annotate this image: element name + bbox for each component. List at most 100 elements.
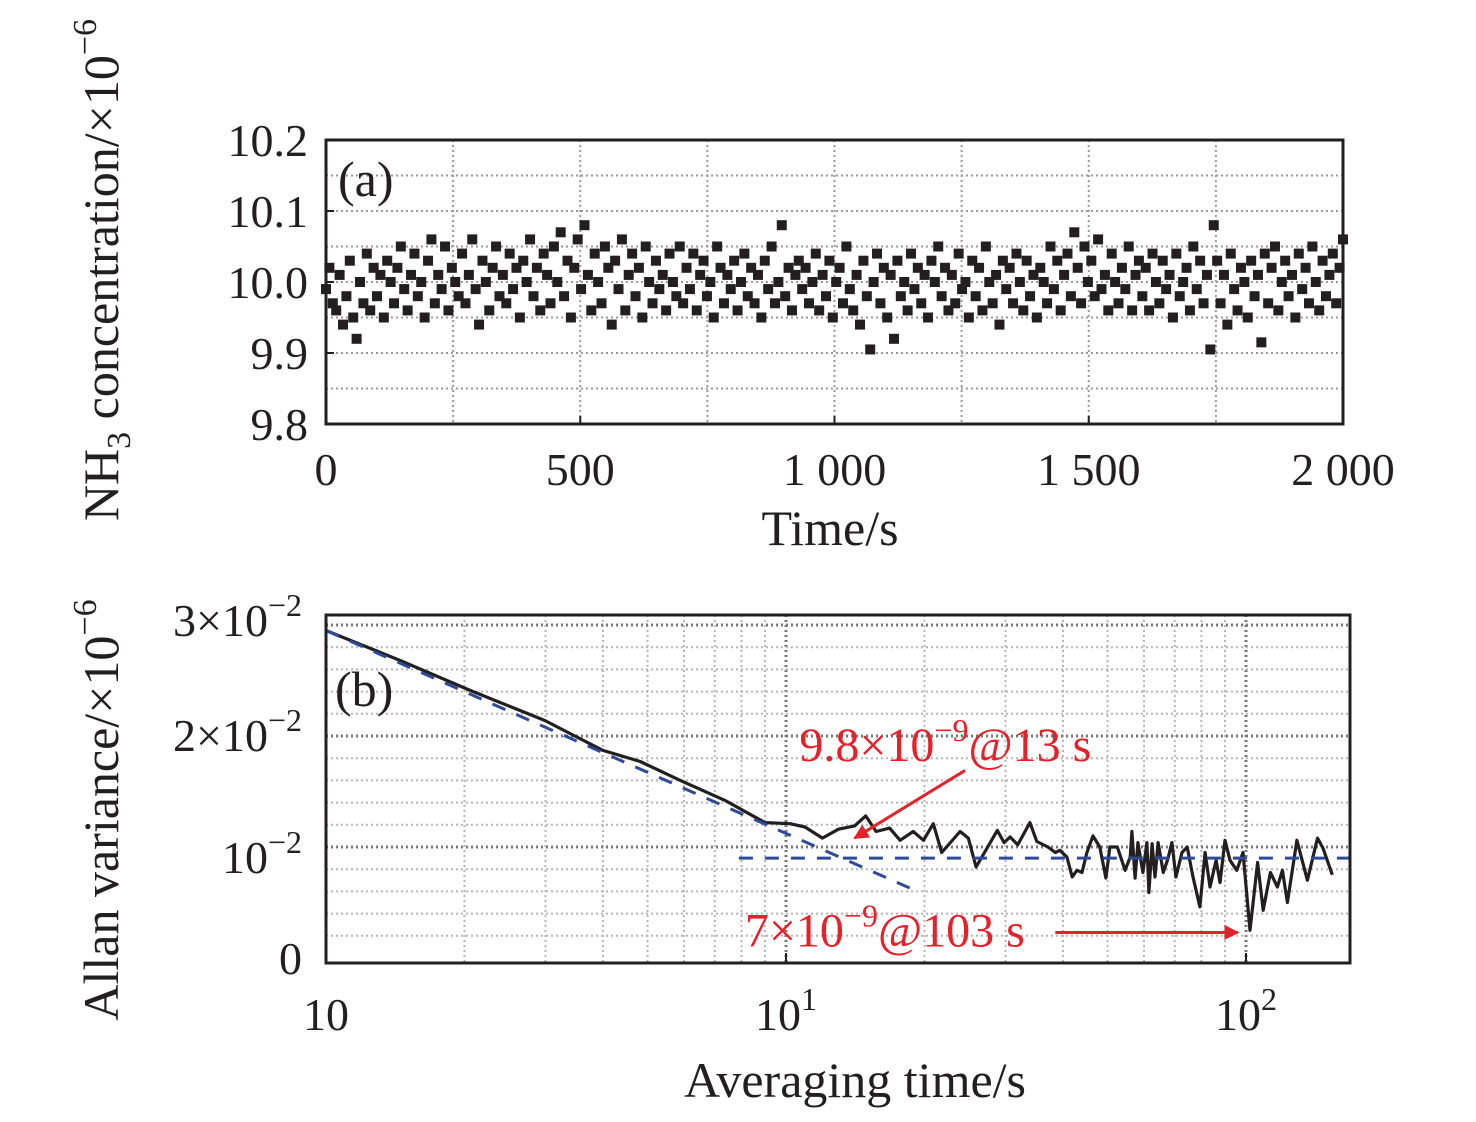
data-point: [1072, 262, 1083, 273]
data-point: [1028, 269, 1039, 280]
data-point: [382, 255, 393, 266]
allan-variance-line: [325, 629, 1334, 932]
data-point: [810, 248, 821, 259]
data-point: [929, 277, 940, 287]
data-point: [1290, 312, 1301, 323]
data-point: [841, 241, 852, 252]
data-point: [1137, 291, 1148, 302]
data-point: [630, 291, 641, 302]
tick-base: 10: [222, 832, 268, 883]
data-point: [1123, 241, 1134, 252]
data-point: [426, 234, 437, 245]
data-point: [1235, 262, 1246, 273]
data-point: [1038, 277, 1049, 287]
data-point: [783, 262, 794, 273]
data-point: [712, 241, 723, 252]
data-point: [1303, 298, 1314, 309]
data-point: [334, 269, 345, 280]
data-point: [1252, 269, 1263, 280]
data-point: [1191, 284, 1202, 295]
data-point: [1154, 298, 1165, 309]
data-point: [715, 262, 726, 273]
data-point: [977, 305, 988, 316]
tick-base: 10: [303, 989, 349, 1040]
data-point: [800, 262, 811, 273]
data-point: [1229, 284, 1240, 295]
data-point: [559, 291, 570, 302]
tick-base: 3×10: [173, 595, 268, 646]
data-point: [1062, 248, 1073, 259]
data-point: [933, 241, 944, 252]
data-point: [440, 241, 451, 252]
data-point: [542, 269, 553, 280]
data-point: [885, 269, 896, 280]
data-point: [678, 298, 689, 309]
data-point: [1093, 234, 1104, 245]
data-point: [793, 255, 804, 266]
data-point: [327, 298, 338, 309]
data-point: [1031, 312, 1042, 323]
data-point: [827, 312, 838, 323]
y-tick-label: 10.0: [228, 257, 309, 308]
data-point: [633, 262, 644, 273]
data-point: [1246, 255, 1257, 266]
x-tick-label: 0: [315, 444, 338, 495]
data-point: [1222, 319, 1233, 330]
data-point: [994, 319, 1005, 330]
data-point: [1001, 284, 1012, 295]
x-axis-title: Averaging time/s: [684, 1052, 1026, 1108]
data-point: [766, 241, 777, 252]
data-point: [786, 305, 797, 316]
data-point: [831, 277, 842, 287]
data-point: [1116, 262, 1127, 273]
annotation-label: 7×10−9@103 s: [745, 897, 1025, 957]
data-point: [957, 284, 968, 295]
data-point: [684, 284, 695, 295]
data-point: [878, 262, 889, 273]
data-point: [1293, 248, 1304, 259]
data-point: [351, 333, 362, 344]
data-point: [375, 269, 386, 280]
data-point: [1144, 305, 1155, 316]
data-point: [865, 344, 876, 355]
data-point: [1076, 298, 1087, 309]
data-point: [1215, 298, 1226, 309]
data-point: [1212, 255, 1223, 266]
data-point: [926, 255, 937, 266]
tick-base: 2×10: [173, 710, 268, 761]
data-point: [1113, 298, 1124, 309]
data-point: [368, 262, 379, 273]
data-point: [640, 241, 651, 252]
data-point: [729, 255, 740, 266]
data-point: [855, 319, 866, 330]
data-point: [1320, 291, 1331, 302]
data-point: [1249, 291, 1260, 302]
data-point: [936, 291, 947, 302]
data-point: [552, 277, 563, 287]
data-point: [698, 255, 709, 266]
data-point: [409, 248, 420, 259]
data-point: [1324, 269, 1335, 280]
data-point: [674, 241, 685, 252]
data-point: [385, 277, 396, 287]
data-point: [358, 298, 369, 309]
data-point: [664, 248, 675, 259]
data-point: [1266, 262, 1277, 273]
data-point: [518, 255, 529, 266]
data-point: [453, 291, 464, 302]
data-point: [562, 255, 573, 266]
x-axis-title: Time/s: [761, 500, 898, 556]
data-point: [525, 234, 536, 245]
data-point: [1042, 298, 1053, 309]
data-point: [708, 312, 719, 323]
data-point: [494, 291, 505, 302]
data-point: [1334, 262, 1345, 273]
data-point: [974, 262, 985, 273]
data-point: [1259, 248, 1270, 259]
data-point: [1280, 255, 1291, 266]
data-point: [681, 262, 692, 273]
data-point: [484, 305, 495, 316]
y-tick-label: 10−2: [222, 824, 302, 883]
data-point: [1171, 248, 1182, 259]
